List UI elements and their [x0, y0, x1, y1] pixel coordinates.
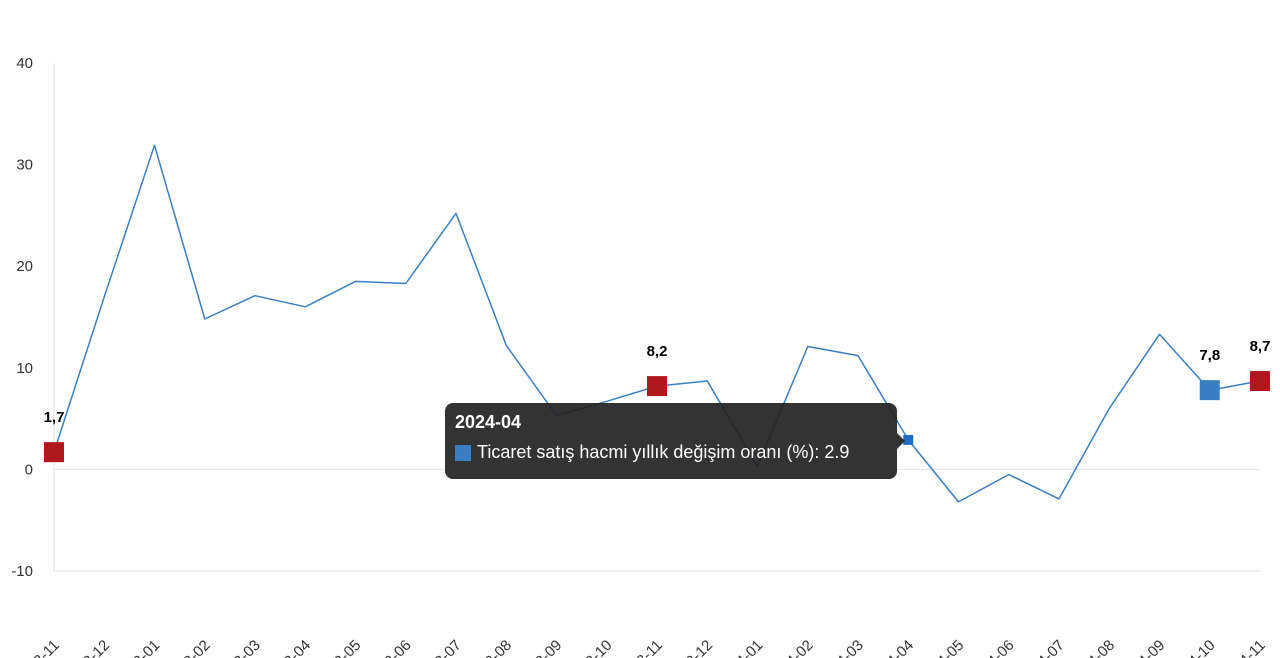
- tooltip-title: 2024-04: [455, 412, 522, 432]
- x-tick-label: 2024-09: [1117, 637, 1168, 658]
- x-tick-label: 2024-06: [967, 637, 1018, 658]
- x-tick-label: 2023-12: [665, 637, 716, 658]
- x-tick-label: 2024-04: [866, 637, 917, 658]
- tooltip-series-swatch: [455, 444, 471, 461]
- data-label: 1,7: [44, 409, 65, 426]
- y-tick-label: 20: [16, 258, 33, 275]
- x-tick-label: 2024-11: [1219, 637, 1269, 658]
- x-tick-label: 2024-03: [816, 637, 867, 658]
- x-tick-label: 2024-08: [1067, 637, 1118, 658]
- tooltip-text: Ticaret satış hacmi yıllık değişim oranı…: [477, 442, 850, 462]
- tooltip: 2024-04 Ticaret satış hacmi yıllık değiş…: [445, 403, 905, 479]
- x-tick-label: 2024-02: [766, 637, 817, 658]
- x-tick-label: 2024-05: [916, 637, 967, 658]
- x-tick-label: 2022-12: [62, 637, 113, 658]
- x-tick-label: 2023-03: [213, 637, 264, 658]
- x-tick-label: 2022-11: [13, 637, 63, 658]
- y-tick-label: -10: [11, 563, 33, 580]
- data-label: 8,2: [647, 343, 668, 360]
- data-label: 8,7: [1250, 338, 1271, 355]
- tooltip-row: Ticaret satış hacmi yıllık değişim oranı…: [455, 442, 887, 463]
- data-marker: [1250, 371, 1270, 392]
- x-tick-label: 2024-07: [1017, 637, 1068, 658]
- x-tick-label: 2023-09: [514, 637, 565, 658]
- x-tick-label: 2023-01: [112, 637, 163, 658]
- x-tick-label: 2023-11: [616, 637, 666, 658]
- x-tick-label: 2023-02: [163, 637, 214, 658]
- data-marker: [44, 442, 64, 463]
- hover-marker: [903, 434, 914, 445]
- x-tick-label: 2024-01: [715, 637, 766, 658]
- x-tick-label: 2024-10: [1168, 637, 1219, 658]
- y-tick-label: 30: [16, 157, 33, 174]
- y-tick-label: 0: [25, 461, 33, 478]
- x-tick-label: 2023-10: [565, 637, 616, 658]
- data-label: 7,8: [1199, 347, 1220, 364]
- data-marker: [647, 376, 667, 397]
- y-tick-label: 40: [16, 55, 33, 72]
- x-tick-label: 2023-06: [364, 637, 415, 658]
- data-marker: [1199, 380, 1220, 401]
- x-tick-label: 2023-08: [464, 637, 515, 658]
- x-tick-label: 2023-04: [263, 637, 314, 658]
- x-tick-label: 2023-05: [313, 637, 364, 658]
- x-tick-label: 2023-07: [414, 637, 465, 658]
- y-tick-label: 10: [16, 360, 33, 377]
